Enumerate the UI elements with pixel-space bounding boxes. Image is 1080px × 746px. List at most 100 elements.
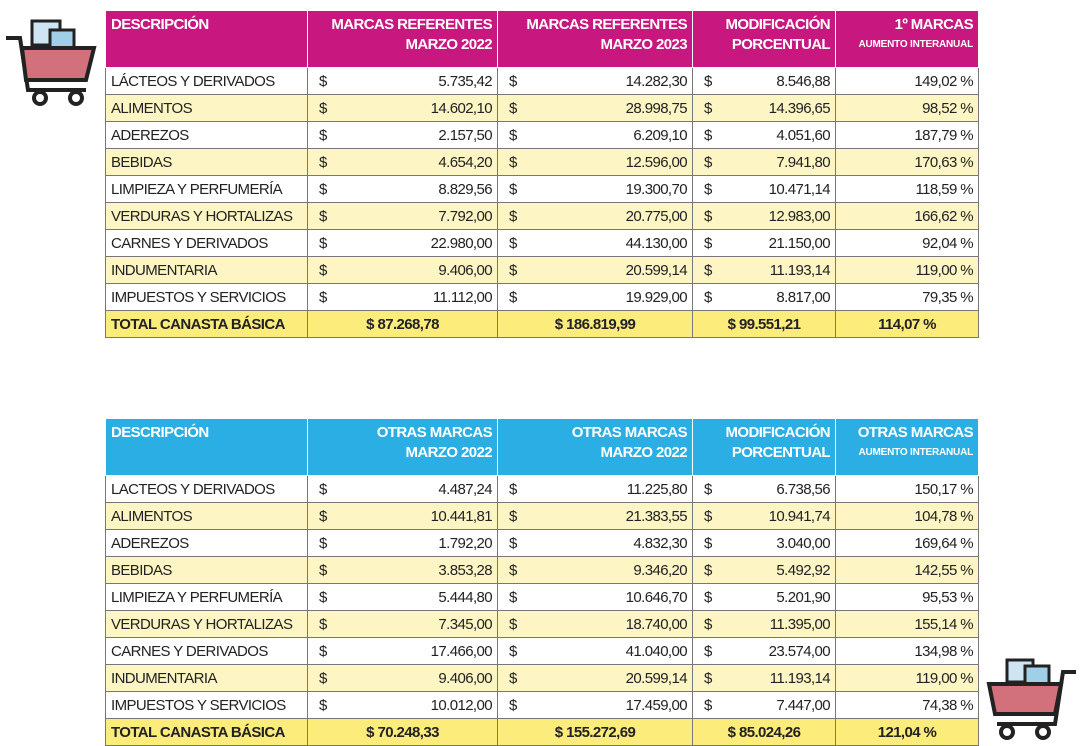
header-line: OTRAS MARCAS <box>857 424 974 441</box>
amount-cell: $10.941,74 <box>692 502 836 530</box>
amount: 9.346,20 <box>633 561 687 579</box>
amount-cell: $11.193,14 <box>692 256 836 284</box>
amount-cell: $8.817,00 <box>692 283 836 311</box>
price-table: DESCRIPCIÓN MARCAS REFERENTES MARZO 2022 MA… <box>105 10 979 338</box>
header-cell: MARCAS REFERENTES MARZO 2023 <box>497 10 693 68</box>
currency: $ <box>704 153 712 171</box>
amount-cell: $20.599,14 <box>497 664 693 692</box>
currency: $ <box>509 507 517 525</box>
header-line: MARZO 2022 <box>405 444 492 461</box>
data-row: IMPUESTOS Y SERVICIOS $11.112,00 $19.929,0… <box>105 283 979 311</box>
amount-cell: $10.012,00 <box>307 691 498 719</box>
amount: 9.406,00 <box>438 669 492 687</box>
amount: 7.792,00 <box>438 207 492 225</box>
amount-cell: $21.150,00 <box>692 229 836 257</box>
data-row: ALIMENTOS $10.441,81 $21.383,55 $10.941,74 1… <box>105 502 979 530</box>
data-row: VERDURAS Y HORTALIZAS $7.345,00 $18.740,00… <box>105 610 979 638</box>
header-cell: DESCRIPCIÓN <box>105 418 308 476</box>
header-line: MODIFICACIÓN <box>725 16 831 33</box>
header-cell: MODIFICACIÓN PORCENTUAL <box>692 418 836 476</box>
header-line: MODIFICACIÓN <box>725 424 831 441</box>
header-line: DESCRIPCIÓN <box>111 424 209 441</box>
amount: 8.546,88 <box>776 72 830 90</box>
header-line: MARZO 2023 <box>600 36 687 53</box>
currency: $ <box>704 72 712 90</box>
currency: $ <box>319 234 327 252</box>
amount-cell: $4.654,20 <box>307 148 498 176</box>
amount-cell: $4.487,24 <box>307 475 498 503</box>
percentage: 79,35 % <box>835 283 979 311</box>
amount-cell: $12.596,00 <box>497 148 693 176</box>
amount-cell: $20.599,14 <box>497 256 693 284</box>
data-row: LIMPIEZA Y PERFUMERÍA $8.829,56 $19.300,70… <box>105 175 979 203</box>
header-cell: 1º MARCAS AUMENTO INTERANUAL <box>835 10 979 68</box>
currency: $ <box>704 534 712 552</box>
amount: 14.396,65 <box>768 99 831 117</box>
currency: $ <box>509 72 517 90</box>
currency: $ <box>509 534 517 552</box>
currency: $ <box>509 615 517 633</box>
header-line: 1º MARCAS <box>894 16 974 33</box>
amount-cell: $9.406,00 <box>307 664 498 692</box>
header-line: OTRAS MARCAS <box>571 424 688 441</box>
amount: 5.444,80 <box>438 588 492 606</box>
header-line: PORCENTUAL <box>731 444 831 461</box>
amount: 23.574,00 <box>768 642 831 660</box>
percentage: 169,64 % <box>835 529 979 557</box>
total-cell: $ 186.819,99 <box>497 310 693 338</box>
amount: 44.130,00 <box>625 234 688 252</box>
amount-cell: $18.740,00 <box>497 610 693 638</box>
amount: 20.599,14 <box>625 261 688 279</box>
percentage: 74,38 % <box>835 691 979 719</box>
amount-cell: $11.395,00 <box>692 610 836 638</box>
header-line: PORCENTUAL <box>731 36 831 53</box>
category: CARNES Y DERIVADOS <box>105 637 308 665</box>
amount: 5.201,90 <box>776 588 830 606</box>
amount-cell: $5.735,42 <box>307 67 498 95</box>
currency: $ <box>704 588 712 606</box>
amount: 8.829,56 <box>438 180 492 198</box>
total-row: TOTAL CANASTA BÁSICA $ 70.248,33 $ 155.272… <box>105 718 979 746</box>
category: ADEREZOS <box>105 529 308 557</box>
header-line: OTRAS MARCAS <box>376 424 493 441</box>
amount-cell: $3.040,00 <box>692 529 836 557</box>
currency: $ <box>704 615 712 633</box>
currency: $ <box>704 126 712 144</box>
data-row: VERDURAS Y HORTALIZAS $7.792,00 $20.775,00… <box>105 202 979 230</box>
amount-cell: $14.282,30 <box>497 67 693 95</box>
amount-cell: $12.983,00 <box>692 202 836 230</box>
currency: $ <box>704 480 712 498</box>
data-row: BEBIDAS $3.853,28 $9.346,20 $5.492,92 142,55… <box>105 556 979 584</box>
header-cell: DESCRIPCIÓN <box>105 10 308 68</box>
amount-cell: $6.738,56 <box>692 475 836 503</box>
amount: 4.487,24 <box>438 480 492 498</box>
header-cell: MODIFICACIÓN PORCENTUAL <box>692 10 836 68</box>
amount-cell: $19.300,70 <box>497 175 693 203</box>
header-cell: MARCAS REFERENTES MARZO 2022 <box>307 10 498 68</box>
category: VERDURAS Y HORTALIZAS <box>105 202 308 230</box>
amount-cell: $3.853,28 <box>307 556 498 584</box>
amount: 6.738,56 <box>776 480 830 498</box>
data-row: ALIMENTOS $14.602,10 $28.998,75 $14.396,65 9… <box>105 94 979 122</box>
amount: 11.193,14 <box>769 669 831 687</box>
currency: $ <box>319 588 327 606</box>
currency: $ <box>319 261 327 279</box>
data-row: ADEREZOS $1.792,20 $4.832,30 $3.040,00 169,6… <box>105 529 979 557</box>
amount-cell: $1.792,20 <box>307 529 498 557</box>
currency: $ <box>509 180 517 198</box>
amount-cell: $20.775,00 <box>497 202 693 230</box>
amount: 14.282,30 <box>625 72 688 90</box>
currency: $ <box>704 696 712 714</box>
total-cell: $ 99.551,21 <box>692 310 836 338</box>
currency: $ <box>319 72 327 90</box>
category: LIMPIEZA Y PERFUMERÍA <box>105 175 308 203</box>
price-table: DESCRIPCIÓN OTRAS MARCAS MARZO 2022 OTRAS M… <box>105 418 979 746</box>
currency: $ <box>509 261 517 279</box>
amount: 20.599,14 <box>625 669 688 687</box>
header-line: AUMENTO INTERANUAL <box>858 39 973 50</box>
amount: 8.817,00 <box>776 288 830 306</box>
header-cell: OTRAS MARCAS MARZO 2022 <box>497 418 693 476</box>
amount-cell: $6.209,10 <box>497 121 693 149</box>
data-row: INDUMENTARIA $9.406,00 $20.599,14 $11.193,1… <box>105 664 979 692</box>
amount: 21.150,00 <box>768 234 831 252</box>
